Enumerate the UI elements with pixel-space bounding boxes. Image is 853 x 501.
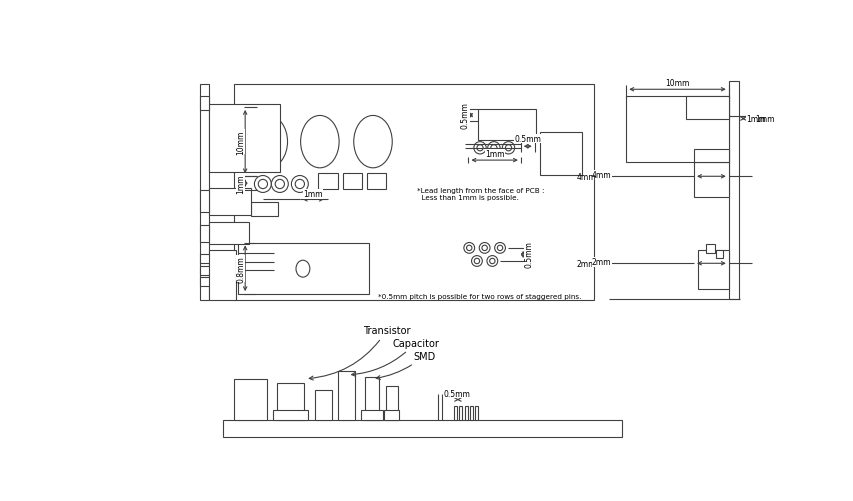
Bar: [338, 371, 355, 420]
Bar: [469, 406, 473, 420]
Circle shape: [486, 256, 497, 267]
Bar: [386, 387, 397, 420]
Bar: [200, 97, 209, 111]
Circle shape: [489, 259, 495, 264]
Ellipse shape: [353, 116, 392, 168]
Circle shape: [505, 145, 511, 152]
Bar: [693, 150, 728, 163]
Bar: [273, 410, 307, 420]
Text: 10mm: 10mm: [664, 79, 688, 88]
Bar: [276, 383, 304, 420]
Ellipse shape: [300, 116, 339, 168]
Text: 4mm: 4mm: [576, 172, 595, 181]
Bar: [343, 174, 362, 189]
Bar: [464, 406, 467, 420]
Bar: [475, 406, 478, 420]
Text: SMD: SMD: [376, 351, 435, 380]
Bar: [200, 191, 209, 212]
Bar: [697, 250, 728, 289]
Bar: [705, 244, 714, 254]
Bar: [478, 110, 536, 141]
Bar: [365, 377, 379, 420]
Ellipse shape: [249, 116, 287, 168]
Bar: [234, 85, 594, 301]
Bar: [539, 133, 582, 175]
Text: 1mm: 1mm: [235, 174, 245, 193]
Circle shape: [490, 145, 496, 152]
Bar: [251, 202, 278, 216]
Text: 2mm: 2mm: [591, 258, 611, 267]
Bar: [209, 188, 251, 215]
Text: 0.5mm: 0.5mm: [514, 135, 541, 144]
Bar: [209, 105, 280, 172]
Circle shape: [502, 142, 514, 155]
Bar: [361, 410, 382, 420]
Text: 0.5mm: 0.5mm: [524, 241, 532, 268]
Bar: [234, 379, 266, 420]
Text: 0.5mm: 0.5mm: [461, 102, 469, 129]
Bar: [200, 225, 209, 242]
Text: *Lead length from the face of PCB :
  Less than 1mm is possible.: *Lead length from the face of PCB : Less…: [416, 188, 543, 201]
Text: 4mm: 4mm: [591, 171, 611, 180]
Text: Transistor: Transistor: [309, 326, 410, 380]
Ellipse shape: [296, 261, 310, 278]
Bar: [200, 278, 212, 287]
Bar: [238, 243, 368, 295]
Text: *0.5mm pitch is possible for two rows of staggered pins.: *0.5mm pitch is possible for two rows of…: [378, 294, 581, 300]
Bar: [693, 163, 728, 198]
Circle shape: [481, 245, 487, 251]
Text: Capacitor: Capacitor: [351, 338, 438, 376]
Text: 0.8mm: 0.8mm: [235, 256, 245, 283]
Bar: [686, 97, 728, 120]
Bar: [200, 255, 212, 264]
Circle shape: [473, 259, 479, 264]
Circle shape: [487, 142, 500, 155]
Circle shape: [275, 180, 284, 189]
Text: 0.5mm: 0.5mm: [443, 389, 470, 398]
Bar: [318, 174, 337, 189]
Bar: [728, 82, 738, 300]
Circle shape: [496, 245, 502, 251]
Circle shape: [258, 180, 267, 189]
Circle shape: [271, 176, 288, 193]
Circle shape: [466, 245, 472, 251]
Bar: [383, 410, 398, 420]
Bar: [625, 97, 728, 162]
Bar: [209, 250, 235, 301]
Bar: [223, 420, 621, 437]
Text: 1mm: 1mm: [755, 115, 775, 124]
Bar: [315, 391, 332, 420]
Circle shape: [473, 142, 485, 155]
Bar: [209, 223, 249, 244]
Circle shape: [254, 176, 271, 193]
Bar: [459, 406, 461, 420]
Circle shape: [494, 243, 505, 254]
Bar: [200, 266, 212, 275]
Circle shape: [463, 243, 474, 254]
Bar: [453, 406, 456, 420]
Text: 2mm: 2mm: [576, 260, 595, 268]
Circle shape: [295, 180, 305, 189]
Text: 1mm: 1mm: [745, 115, 764, 124]
Circle shape: [479, 243, 490, 254]
Bar: [367, 174, 386, 189]
Text: 10mm: 10mm: [235, 130, 245, 154]
Text: 1mm: 1mm: [485, 150, 504, 159]
Circle shape: [471, 256, 482, 267]
Bar: [716, 250, 722, 259]
Circle shape: [476, 145, 483, 152]
Circle shape: [291, 176, 308, 193]
Bar: [200, 85, 209, 301]
Text: 1mm: 1mm: [303, 190, 322, 199]
